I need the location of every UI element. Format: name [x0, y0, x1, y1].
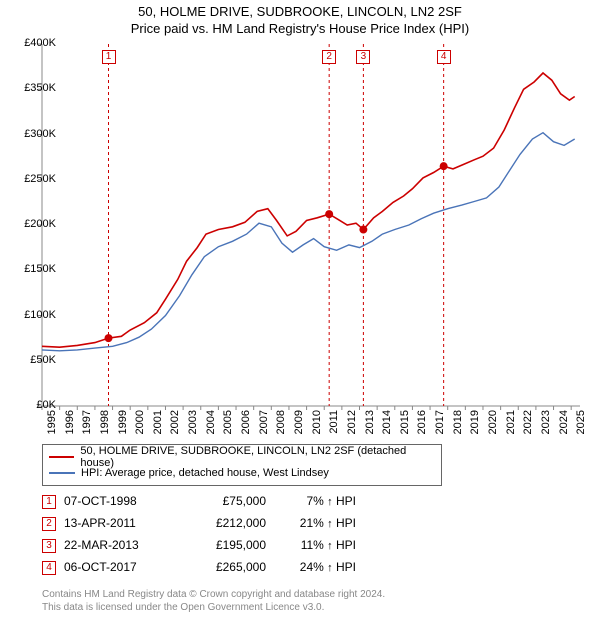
- event-pct: 11% ↑ HPI: [274, 534, 364, 556]
- y-tick-label: £400K: [6, 37, 56, 49]
- event-marker: 3: [42, 539, 56, 553]
- x-tick-label: 2009: [293, 410, 305, 444]
- legend-label: 50, HOLME DRIVE, SUDBROOKE, LINCOLN, LN2…: [80, 445, 435, 469]
- x-tick-label: 1997: [81, 410, 93, 444]
- event-marker: 1: [102, 50, 116, 64]
- x-tick-label: 1998: [99, 410, 111, 444]
- y-tick-label: £300K: [6, 128, 56, 140]
- event-marker: 4: [42, 561, 56, 575]
- x-tick-label: 2024: [558, 410, 570, 444]
- legend-label: HPI: Average price, detached house, West…: [81, 467, 329, 479]
- x-tick-label: 1999: [117, 410, 129, 444]
- y-tick-label: £200K: [6, 218, 56, 230]
- y-tick-label: £150K: [6, 263, 56, 275]
- x-tick-label: 2013: [364, 410, 376, 444]
- title: 50, HOLME DRIVE, SUDBROOKE, LINCOLN, LN2…: [0, 0, 600, 19]
- y-tick-label: £350K: [6, 82, 56, 94]
- legend: 50, HOLME DRIVE, SUDBROOKE, LINCOLN, LN2…: [42, 444, 442, 486]
- x-tick-label: 2005: [222, 410, 234, 444]
- chart: [42, 44, 580, 406]
- x-tick-label: 2016: [416, 410, 428, 444]
- x-tick-label: 2006: [240, 410, 252, 444]
- x-tick-label: 2008: [275, 410, 287, 444]
- event-pct: 21% ↑ HPI: [274, 512, 364, 534]
- x-tick-label: 2014: [381, 410, 393, 444]
- event-marker: 1: [42, 495, 56, 509]
- x-tick-label: 2000: [134, 410, 146, 444]
- event-pct: 24% ↑ HPI: [274, 556, 364, 578]
- x-tick-label: 2019: [469, 410, 481, 444]
- x-tick-label: 2018: [452, 410, 464, 444]
- x-tick-label: 2003: [187, 410, 199, 444]
- event-price: £75,000: [184, 490, 274, 512]
- x-tick-label: 2002: [169, 410, 181, 444]
- event-price: £212,000: [184, 512, 274, 534]
- footer-l2: This data is licensed under the Open Gov…: [42, 601, 385, 614]
- x-tick-label: 2001: [152, 410, 164, 444]
- events-table: 1 07-OCT-1998£75,0007% ↑ HPI 2 13-APR-2011£…: [42, 490, 562, 578]
- footer: Contains HM Land Registry data © Crown c…: [42, 588, 385, 614]
- event-price: £195,000: [184, 534, 274, 556]
- x-tick-label: 2020: [487, 410, 499, 444]
- event-price: £265,000: [184, 556, 274, 578]
- legend-swatch: [49, 456, 74, 458]
- x-tick-label: 2023: [540, 410, 552, 444]
- event-pct: 7% ↑ HPI: [274, 490, 364, 512]
- y-tick-label: £250K: [6, 173, 56, 185]
- event-marker: 2: [42, 517, 56, 531]
- event-date: 06-OCT-2017: [64, 556, 184, 578]
- event-date: 13-APR-2011: [64, 512, 184, 534]
- event-date: 07-OCT-1998: [64, 490, 184, 512]
- legend-row: 50, HOLME DRIVE, SUDBROOKE, LINCOLN, LN2…: [49, 449, 435, 465]
- x-tick-label: 2007: [258, 410, 270, 444]
- x-tick-label: 2017: [434, 410, 446, 444]
- footer-l1: Contains HM Land Registry data © Crown c…: [42, 588, 385, 601]
- x-tick-label: 2022: [522, 410, 534, 444]
- x-tick-label: 2025: [575, 410, 587, 444]
- plot-svg: [42, 44, 580, 406]
- event-row: 4 06-OCT-2017£265,00024% ↑ HPI: [42, 556, 364, 578]
- x-tick-label: 2010: [311, 410, 323, 444]
- y-tick-label: £50K: [6, 354, 56, 366]
- y-tick-label: £100K: [6, 309, 56, 321]
- x-tick-label: 2021: [505, 410, 517, 444]
- x-tick-label: 2012: [346, 410, 358, 444]
- x-tick-label: 1996: [64, 410, 76, 444]
- event-marker: 3: [356, 50, 370, 64]
- legend-swatch: [49, 472, 75, 474]
- event-marker: 2: [322, 50, 336, 64]
- x-tick-label: 2011: [328, 410, 340, 444]
- event-row: 3 22-MAR-2013£195,00011% ↑ HPI: [42, 534, 364, 556]
- x-tick-label: 2015: [399, 410, 411, 444]
- x-tick-label: 1995: [46, 410, 58, 444]
- x-tick-label: 2004: [205, 410, 217, 444]
- event-date: 22-MAR-2013: [64, 534, 184, 556]
- event-row: 2 13-APR-2011£212,00021% ↑ HPI: [42, 512, 364, 534]
- event-marker: 4: [437, 50, 451, 64]
- subtitle: Price paid vs. HM Land Registry's House …: [0, 19, 600, 36]
- event-row: 1 07-OCT-1998£75,0007% ↑ HPI: [42, 490, 364, 512]
